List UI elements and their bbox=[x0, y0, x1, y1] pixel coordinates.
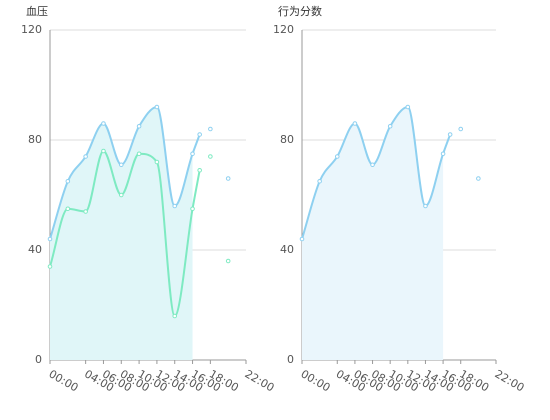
data-point bbox=[208, 126, 213, 132]
data-point bbox=[458, 126, 464, 132]
x-tick-label: 00:00 bbox=[299, 367, 333, 394]
data-point bbox=[208, 154, 213, 159]
data-point bbox=[118, 162, 124, 168]
chart-title: 行为分数 bbox=[278, 5, 322, 18]
y-tick-label: 120 bbox=[21, 23, 42, 36]
data-point bbox=[225, 258, 231, 264]
data-point bbox=[83, 154, 88, 159]
data-point bbox=[405, 104, 411, 110]
data-point bbox=[154, 104, 160, 110]
y-tick-label: 120 bbox=[273, 23, 294, 36]
data-point bbox=[352, 121, 358, 126]
data-point bbox=[172, 313, 178, 319]
series-line-1 bbox=[49, 105, 201, 240]
data-point bbox=[190, 206, 195, 212]
data-point bbox=[172, 203, 178, 209]
data-point bbox=[299, 236, 305, 242]
x-tick-label: 22:00 bbox=[493, 367, 527, 394]
data-point bbox=[118, 192, 124, 198]
data-point bbox=[136, 151, 142, 157]
data-point bbox=[447, 132, 453, 137]
data-point bbox=[154, 159, 160, 165]
data-point bbox=[47, 236, 53, 242]
x-tick-label: 00:00 bbox=[47, 367, 81, 394]
chart-title: 血压 bbox=[26, 4, 48, 18]
data-point bbox=[101, 148, 106, 154]
data-point bbox=[334, 154, 340, 159]
area-fill bbox=[302, 107, 444, 360]
data-point bbox=[423, 203, 428, 209]
data-point bbox=[136, 123, 142, 129]
data-point bbox=[65, 206, 71, 212]
data-point bbox=[197, 132, 202, 137]
data-point bbox=[190, 151, 195, 157]
data-point bbox=[47, 264, 53, 269]
y-tick-label: 0 bbox=[35, 353, 42, 366]
data-point bbox=[387, 123, 393, 129]
x-tick-label: 22:00 bbox=[243, 367, 277, 394]
y-tick-label: 40 bbox=[28, 243, 42, 256]
data-point bbox=[225, 176, 231, 181]
y-tick-label: 40 bbox=[280, 243, 294, 256]
series-line-1 bbox=[301, 105, 452, 240]
y-tick-label: 80 bbox=[28, 133, 42, 146]
data-point bbox=[476, 176, 481, 181]
data-point bbox=[197, 167, 202, 173]
area-fill bbox=[50, 107, 193, 360]
y-tick-label: 0 bbox=[287, 353, 294, 366]
data-point bbox=[83, 209, 88, 214]
data-point bbox=[65, 178, 71, 184]
data-point bbox=[440, 151, 446, 157]
data-point bbox=[317, 178, 322, 184]
series-line-2 bbox=[49, 149, 201, 318]
data-point bbox=[370, 162, 375, 168]
data-point bbox=[101, 121, 106, 126]
y-tick-label: 80 bbox=[280, 133, 294, 146]
